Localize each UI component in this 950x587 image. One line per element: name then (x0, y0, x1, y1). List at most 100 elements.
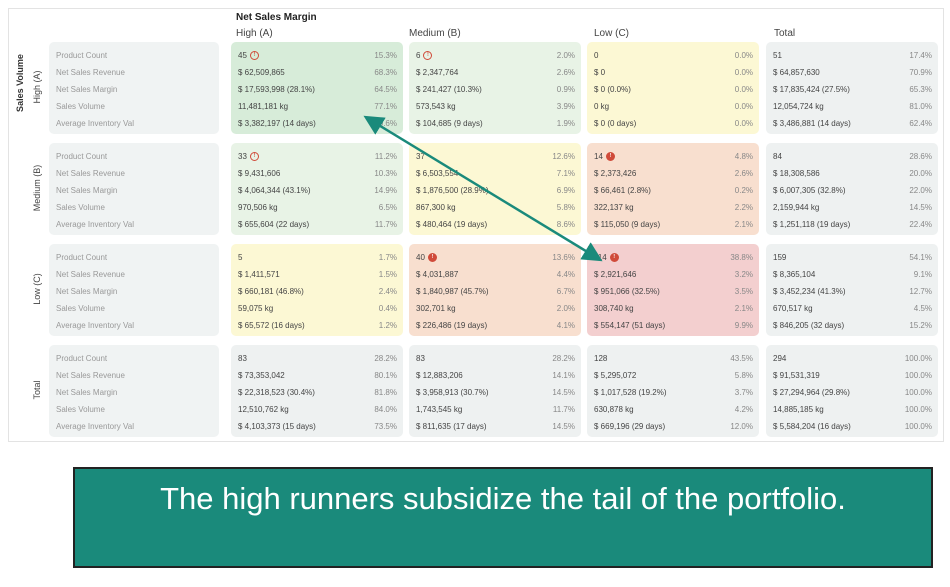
metric-label: Product Count (56, 253, 108, 262)
row-label: Low (C) (32, 273, 42, 305)
column-header-medium: Medium (B) (409, 28, 461, 39)
cell-share: 0.0% (734, 85, 753, 94)
matrix-cell[interactable]: 37 12.6% $ 6,503,554 7.1% $ 1,876,500 (28.9%… (409, 143, 581, 235)
alert-badge-icon[interactable]: ! (605, 152, 615, 162)
metric-label: Net Sales Margin (56, 186, 118, 195)
cell-share: 2.6% (734, 169, 753, 178)
cell-share: 11.7% (552, 405, 575, 414)
cell-value: $ 241,427 (10.3%) (416, 85, 482, 94)
cell-metric-row: 59,075 kg 0.4% (238, 300, 397, 317)
cell-metric-row: 12,054,724 kg 81.0% (773, 98, 932, 115)
cell-metric-row: $ 2,347,764 2.6% (416, 64, 575, 81)
matrix-cell[interactable]: 51 17.4% $ 64,857,630 70.9% $ 17,835,424 (27… (766, 42, 938, 134)
matrix-cell[interactable]: 0 0.0% $ 0 0.0% $ 0 (0.0%) 0.0% 0 kg 0.0% $ 0 (0… (587, 42, 759, 134)
cell-value: $ 0 (0 days) (594, 119, 637, 128)
cell-metric-row: 40! 13.6% (416, 249, 575, 266)
cell-value: 0 kg (594, 102, 610, 111)
cell-value: $ 3,382,197 (14 days) (238, 119, 316, 128)
cell-metric-row: 51 17.4% (773, 47, 932, 64)
cell-value: $ 3,486,881 (14 days) (773, 119, 851, 128)
cell-metric-row: 83 28.2% (416, 350, 575, 367)
matrix-cell[interactable]: 159 54.1% $ 8,365,104 9.1% $ 3,452,234 (41.3… (766, 244, 938, 336)
cell-value: $ 91,531,319 (773, 371, 820, 380)
matrix-cell[interactable]: 6! 2.0% $ 2,347,764 2.6% $ 241,427 (10.3%) 0.… (409, 42, 581, 134)
cell-value: 11,481,181 kg (238, 102, 289, 111)
metric-label: Net Sales Revenue (56, 68, 125, 77)
cell-metric-row: 11,481,181 kg 77.1% (238, 98, 397, 115)
cell-value: $ 3,452,234 (41.3%) (773, 287, 846, 296)
cell-metric-row: 12,510,762 kg 84.0% (238, 401, 397, 418)
cell-value: $ 9,431,606 (238, 169, 281, 178)
metric-labels-card: Product Count Net Sales Revenue Net Sales … (49, 42, 219, 134)
column-header-low: Low (C) (594, 28, 630, 39)
matrix-cell[interactable]: 84 28.6% $ 18,308,586 20.0% $ 6,007,305 (32.… (766, 143, 938, 235)
cell-metric-row: $ 5,584,204 (16 days) 100.0% (773, 418, 932, 435)
cell-share: 73.5% (374, 422, 397, 431)
cell-value: $ 0 (0.0%) (594, 85, 631, 94)
callout-text: The high runners subsidize the tail of t… (160, 481, 846, 516)
alert-badge-icon[interactable]: ! (427, 253, 437, 263)
cell-value: $ 951,066 (32.5%) (594, 287, 660, 296)
cell-metric-row: $ 66,461 (2.8%) 0.2% (594, 182, 753, 199)
cell-share: 8.6% (556, 220, 575, 229)
cell-metric-row: $ 3,958,913 (30.7%) 14.5% (416, 384, 575, 401)
cell-metric-row: $ 554,147 (51 days) 9.9% (594, 317, 753, 334)
metric-label: Net Sales Revenue (56, 169, 125, 178)
matrix-cell[interactable]: 128 43.5% $ 5,295,072 5.8% $ 1,017,528 (19.2… (587, 345, 759, 437)
cell-metric-row: $ 9,431,606 10.3% (238, 165, 397, 182)
cell-value: $ 4,031,887 (416, 270, 459, 279)
cell-share: 100.0% (904, 405, 932, 414)
cell-share: 22.4% (909, 220, 932, 229)
cell-value: $ 22,318,523 (30.4%) (238, 388, 315, 397)
row-label: Total (32, 380, 42, 400)
cell-value: $ 1,411,571 (238, 270, 280, 279)
cell-metric-row: 2,159,944 kg 14.5% (773, 199, 932, 216)
cell-share: 4.1% (556, 321, 575, 330)
alert-badge-icon[interactable]: ! (249, 152, 259, 162)
alert-badge-icon[interactable]: ! (423, 51, 433, 61)
matrix-cell[interactable]: 5 1.7% $ 1,411,571 1.5% $ 660,181 (46.8%) 2.4… (231, 244, 403, 336)
matrix-cell[interactable]: 33! 11.2% $ 9,431,606 10.3% $ 4,064,344 (43.… (231, 143, 403, 235)
cell-value: $ 6,503,554 (416, 169, 459, 178)
cell-metric-row: 0 0.0% (594, 47, 753, 64)
cell-share: 1.9% (556, 119, 575, 128)
cell-value: $ 8,365,104 (773, 270, 816, 279)
cell-metric-row: 1,743,545 kg 11.7% (416, 401, 575, 418)
matrix-cell[interactable]: 83 28.2% $ 12,883,206 14.1% $ 3,958,913 (30.… (409, 345, 581, 437)
cell-metric-row: $ 0 (0 days) 0.0% (594, 115, 753, 132)
cell-metric-row: $ 22,318,523 (30.4%) 81.8% (238, 384, 397, 401)
cell-value: 51 (773, 51, 782, 60)
cell-share: 14.5% (552, 388, 575, 397)
cell-share: 6.7% (556, 287, 575, 296)
cell-metric-row: $ 12,883,206 14.1% (416, 367, 575, 384)
cell-share: 3.7% (734, 388, 753, 397)
matrix-cell[interactable]: 114! 38.8% $ 2,921,646 3.2% $ 951,066 (32.5%… (587, 244, 759, 336)
matrix-cell[interactable]: 14! 4.8% $ 2,373,426 2.6% $ 66,461 (2.8%) 0.2… (587, 143, 759, 235)
matrix-cell[interactable]: 40! 13.6% $ 4,031,887 4.4% $ 1,840,987 (45.7… (409, 244, 581, 336)
alert-badge-icon[interactable]: ! (609, 253, 619, 263)
cell-share: 9.9% (734, 321, 753, 330)
cell-share: 4.5% (913, 304, 932, 313)
alert-badge-icon[interactable]: ! (249, 51, 259, 61)
cell-share: 77.1% (374, 102, 397, 111)
cell-value: 33 (238, 152, 247, 161)
cell-share: 15.3% (374, 51, 397, 60)
cell-value: $ 2,373,426 (594, 169, 637, 178)
matrix-cell[interactable]: 294 100.0% $ 91,531,319 100.0% $ 27,294,964 … (766, 345, 938, 437)
cell-value: 159 (773, 253, 787, 262)
cell-share: 10.3% (374, 169, 397, 178)
cell-share: 5.8% (556, 203, 575, 212)
cell-value: 83 (416, 354, 425, 363)
cell-share: 0.2% (734, 186, 753, 195)
cell-share: 2.6% (556, 68, 575, 77)
matrix-cell[interactable]: 83 28.2% $ 73,353,042 80.1% $ 22,318,523 (30… (231, 345, 403, 437)
cell-value: $ 5,584,204 (16 days) (773, 422, 851, 431)
cell-share: 3.5% (734, 287, 753, 296)
cell-metric-row: $ 4,103,373 (15 days) 73.5% (238, 418, 397, 435)
cell-share: 28.2% (374, 354, 397, 363)
cell-value: $ 27,294,964 (29.8%) (773, 388, 850, 397)
cell-value: 84 (773, 152, 782, 161)
cell-value: $ 2,921,646 (594, 270, 637, 279)
cell-metric-row: $ 1,251,118 (19 days) 22.4% (773, 216, 932, 233)
matrix-cell[interactable]: 45! 15.3% $ 62,509,865 68.3% $ 17,593,998 (2… (231, 42, 403, 134)
